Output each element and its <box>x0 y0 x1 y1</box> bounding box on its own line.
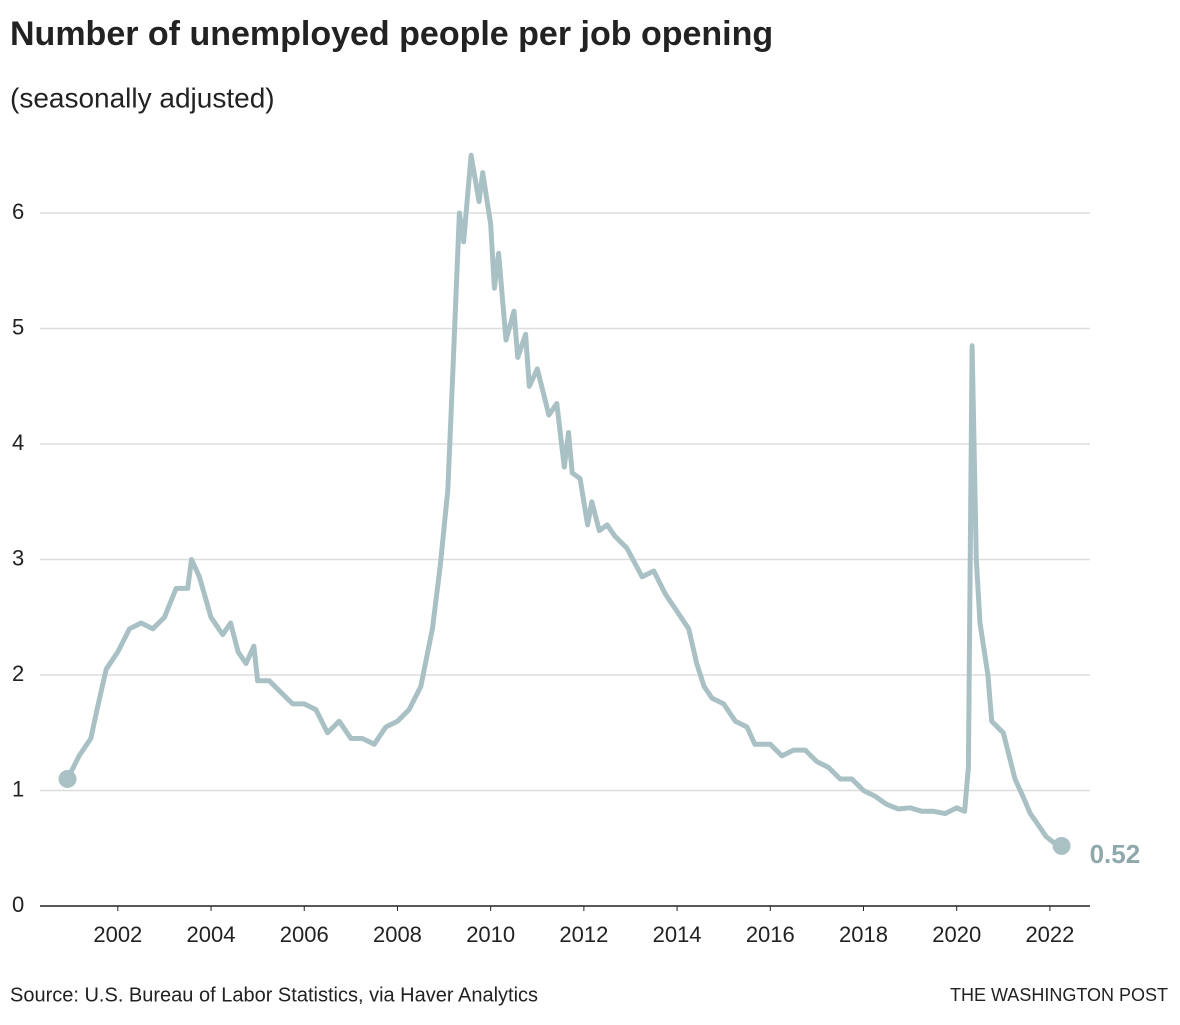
end-label: 0.52 <box>1090 839 1141 869</box>
x-tick-label: 2004 <box>187 922 236 947</box>
x-tick-label: 2002 <box>93 922 142 947</box>
y-tick-label: 2 <box>12 661 24 686</box>
y-tick-label: 5 <box>12 314 24 339</box>
chart-subtitle: (seasonally adjusted) <box>10 82 275 113</box>
y-tick-label: 3 <box>12 545 24 570</box>
x-tick-label: 2006 <box>280 922 329 947</box>
y-tick-label: 0 <box>12 892 24 917</box>
x-tick-label: 2022 <box>1025 922 1074 947</box>
x-tick-label: 2016 <box>746 922 795 947</box>
x-tick-label: 2014 <box>653 922 702 947</box>
x-tick-label: 2020 <box>932 922 981 947</box>
y-tick-label: 4 <box>12 430 24 455</box>
x-tick-label: 2012 <box>559 922 608 947</box>
y-tick-label: 1 <box>12 776 24 801</box>
x-tick-label: 2008 <box>373 922 422 947</box>
end-dot <box>58 769 77 788</box>
end-dot <box>1052 836 1071 855</box>
line <box>65 152 1063 849</box>
y-tick-label: 6 <box>12 199 24 224</box>
credit: THE WASHINGTON POST <box>950 985 1168 1005</box>
chart-title: Number of unemployed people per job open… <box>10 15 773 53</box>
source: Source: U.S. Bureau of Labor Statistics,… <box>10 984 538 1006</box>
x-tick-label: 2018 <box>839 922 888 947</box>
x-tick-label: 2010 <box>466 922 515 947</box>
